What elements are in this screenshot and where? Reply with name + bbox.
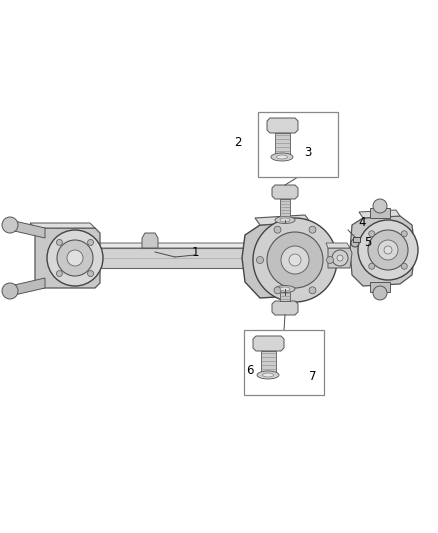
Circle shape xyxy=(337,255,343,261)
Circle shape xyxy=(373,286,387,300)
Polygon shape xyxy=(370,208,390,218)
Ellipse shape xyxy=(276,155,287,159)
Polygon shape xyxy=(328,248,352,268)
Text: 5: 5 xyxy=(364,237,372,249)
Circle shape xyxy=(57,239,63,245)
Circle shape xyxy=(369,263,375,269)
Circle shape xyxy=(47,230,103,286)
Polygon shape xyxy=(359,210,400,218)
Text: 2: 2 xyxy=(234,135,242,149)
Circle shape xyxy=(88,239,94,245)
Ellipse shape xyxy=(280,287,290,291)
Polygon shape xyxy=(353,237,360,242)
Polygon shape xyxy=(326,243,350,248)
Text: 4: 4 xyxy=(358,215,366,229)
Circle shape xyxy=(373,199,387,213)
Ellipse shape xyxy=(262,373,273,377)
Circle shape xyxy=(309,287,316,294)
Circle shape xyxy=(281,246,309,274)
Polygon shape xyxy=(272,301,298,315)
Circle shape xyxy=(384,246,392,254)
Polygon shape xyxy=(261,351,276,373)
Ellipse shape xyxy=(275,286,295,293)
Polygon shape xyxy=(242,222,335,298)
Circle shape xyxy=(253,218,337,302)
Circle shape xyxy=(274,226,281,233)
Polygon shape xyxy=(280,199,290,218)
Bar xyxy=(244,330,324,395)
Circle shape xyxy=(369,231,375,237)
Polygon shape xyxy=(35,228,100,288)
Circle shape xyxy=(88,271,94,277)
Bar xyxy=(258,112,338,177)
Circle shape xyxy=(57,271,63,277)
Circle shape xyxy=(368,230,408,270)
Circle shape xyxy=(2,217,18,233)
Polygon shape xyxy=(10,278,45,296)
Polygon shape xyxy=(53,243,285,248)
Text: 6: 6 xyxy=(246,364,254,376)
Ellipse shape xyxy=(257,371,279,379)
Circle shape xyxy=(401,231,407,237)
Polygon shape xyxy=(142,233,158,248)
Circle shape xyxy=(401,263,407,269)
Circle shape xyxy=(358,220,418,280)
Circle shape xyxy=(326,256,333,263)
Polygon shape xyxy=(10,220,45,238)
Circle shape xyxy=(332,250,348,266)
Ellipse shape xyxy=(280,218,290,222)
Circle shape xyxy=(2,283,18,299)
Text: 3: 3 xyxy=(304,146,312,158)
Polygon shape xyxy=(350,216,415,286)
Polygon shape xyxy=(280,291,290,301)
Polygon shape xyxy=(267,118,298,133)
Text: 7: 7 xyxy=(309,370,317,384)
Circle shape xyxy=(289,254,301,266)
Ellipse shape xyxy=(271,153,293,161)
Polygon shape xyxy=(370,282,390,292)
Polygon shape xyxy=(255,215,310,225)
Circle shape xyxy=(267,232,323,288)
Circle shape xyxy=(351,239,359,247)
Polygon shape xyxy=(275,133,290,155)
Ellipse shape xyxy=(275,216,295,223)
Polygon shape xyxy=(58,248,285,268)
Circle shape xyxy=(57,240,93,276)
Polygon shape xyxy=(272,185,298,199)
Text: 1: 1 xyxy=(191,246,199,259)
Polygon shape xyxy=(253,336,284,351)
Circle shape xyxy=(309,226,316,233)
Circle shape xyxy=(67,250,83,266)
Circle shape xyxy=(274,287,281,294)
Circle shape xyxy=(378,240,398,260)
Circle shape xyxy=(257,256,264,263)
Polygon shape xyxy=(30,223,95,228)
